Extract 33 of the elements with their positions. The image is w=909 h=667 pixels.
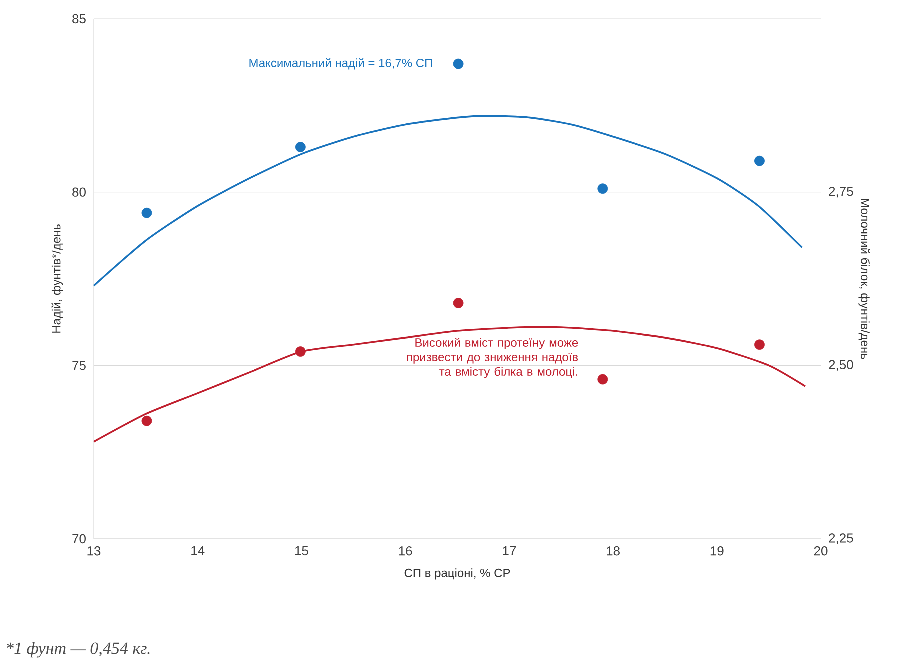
text: *1 фунт — 0,454 кг. <box>7 642 150 658</box>
y-tick-label: 85 <box>72 14 86 24</box>
y2-tick-label: 2,50 <box>829 360 854 372</box>
annotation: Максимальний надій = 16,7% СП <box>250 58 432 70</box>
x-tick-label: 18 <box>607 546 620 556</box>
x-tick-label: 14 <box>192 546 205 556</box>
y2-tick-label: 2,75 <box>829 186 854 198</box>
point <box>453 298 464 308</box>
x-tick-label: 20 <box>814 546 828 556</box>
point <box>295 142 306 152</box>
x-tick-label: 16 <box>399 546 412 556</box>
y-tick-label: 70 <box>72 534 86 544</box>
x-tick-label: 13 <box>88 546 101 556</box>
point <box>598 374 608 385</box>
point <box>754 156 765 166</box>
point <box>295 346 306 357</box>
point <box>598 184 608 194</box>
line-series <box>93 326 806 443</box>
x-tick-label: 17 <box>503 546 516 556</box>
point <box>754 340 765 350</box>
y2-tick-label: 2,25 <box>829 534 854 544</box>
y2-axis-title: Молочний білок, фунтів/день <box>858 199 870 360</box>
point <box>453 58 464 70</box>
y-tick-label: 75 <box>72 361 86 370</box>
annotation: Високий вміст протеїну може призвести до зниження надоїв та вмісту білка в молоці. <box>407 338 578 378</box>
point <box>142 416 152 426</box>
point <box>142 208 152 218</box>
x-tick-label: 19 <box>710 546 724 556</box>
y-tick-label: 80 <box>72 188 86 197</box>
line-series <box>93 115 804 287</box>
x-axis-title: СП в раціоні, % СР <box>404 568 510 580</box>
x-tick-label: 15 <box>295 546 308 556</box>
y-axis-title: Надій, фунтів*/день <box>52 224 64 333</box>
